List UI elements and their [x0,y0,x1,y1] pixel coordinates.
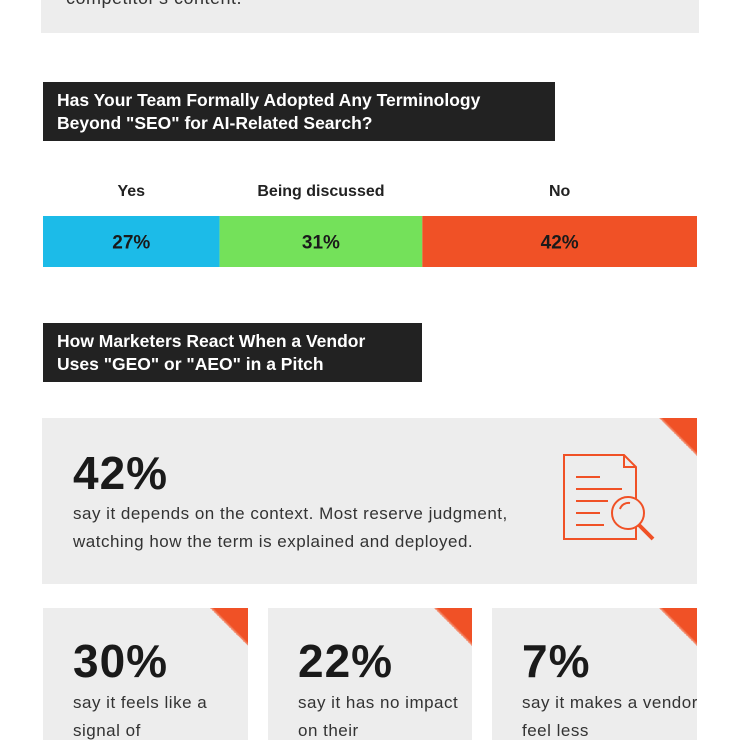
stat-card: 7% say it makes a vendor feel less [492,608,697,740]
intro-box: competitor's content. [41,0,699,33]
stat: 22% [298,635,394,687]
document-search-icon [563,454,655,541]
value-label: 42% [541,233,579,254]
stat-text: say it makes a vendor feel less [522,693,697,740]
value-label: 27% [112,233,150,254]
bar-segment [43,216,220,267]
category-label: Yes [117,183,146,200]
stacked-bar: 27% 31% 42% [43,216,697,267]
section-title: How Marketers React When a Vendor Uses "… [43,323,422,382]
bar-segment [219,216,423,267]
stat-card: 30% say it feels like a signal of [43,608,248,740]
bar-segment [422,216,697,267]
corner-accent [434,608,472,646]
intro-text: competitor's content. [66,0,242,9]
corner-accent [659,418,697,456]
stat-text: say it feels like a signal of [73,693,208,740]
stat-card: 42% say it depends on the context. Most … [42,418,697,584]
category-label: Being discussed [257,183,385,200]
section-title: Has Your Team Formally Adopted Any Termi… [43,82,555,141]
corner-accent [210,608,248,646]
stat-card: 22% say it has no impact on their [268,608,472,740]
stat: 30% [73,635,169,687]
stat: 7% [522,635,591,687]
value-label: 31% [302,233,340,254]
category-label: No [548,183,571,200]
stat-text: say it has no impact on their [298,693,459,740]
stat-text: say it depends on the context. Most rese… [73,504,508,551]
corner-accent [659,608,697,646]
stat: 42% [73,447,169,499]
